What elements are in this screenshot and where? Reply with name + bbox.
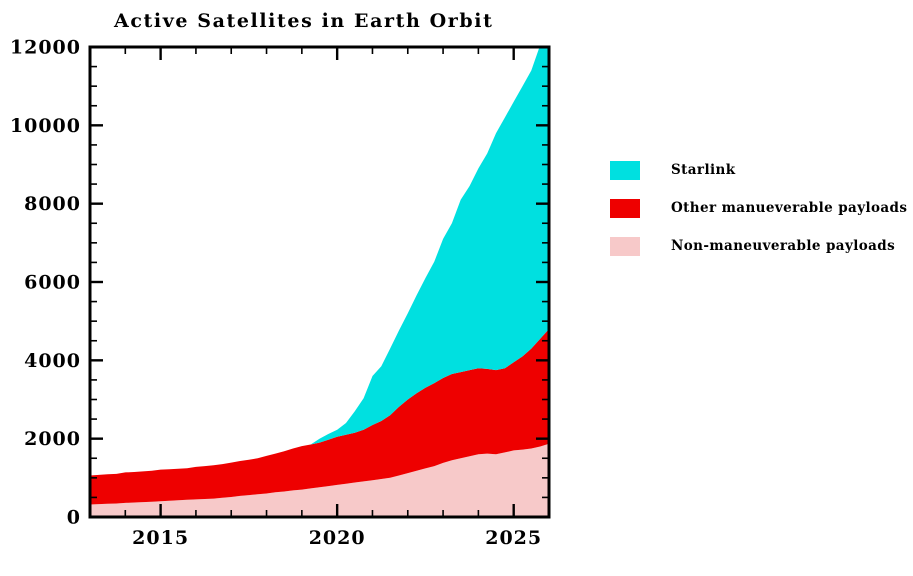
plot-frame: [88, 45, 551, 519]
stacked-areas: [90, 47, 549, 517]
area-non-maneuverable-payloads: [90, 443, 549, 517]
legend-item-non-maneuverable: Non-maneuverable payloads: [610, 227, 907, 265]
y-tick-label: 8000: [24, 193, 81, 215]
legend-item-other-maneuverable: Other manueverable payloads: [610, 189, 907, 227]
area-other-manueverable-payloads: [90, 329, 549, 505]
chart-title: Active Satellites in Earth Orbit: [114, 10, 494, 32]
legend-label-starlink: Starlink: [671, 162, 736, 178]
y-tick-label: 6000: [24, 272, 81, 294]
legend-item-starlink: Starlink: [610, 151, 907, 189]
y-tick-label: 4000: [24, 350, 81, 372]
area-starlink: [90, 47, 549, 476]
y-tick-label: 12000: [10, 37, 81, 59]
legend-swatch-non-maneuverable: [610, 236, 640, 256]
legend-swatch-other-maneuverable: [610, 198, 640, 218]
x-tick-label: 2015: [132, 527, 189, 549]
y-tick-label: 0: [67, 507, 81, 529]
legend-label-other-maneuverable: Other manueverable payloads: [671, 200, 908, 216]
legend-swatch-starlink: [610, 160, 640, 180]
axis-tick-labels: 0 2000 4000 6000 8000 10000 12000 2015 2020 2025: [10, 37, 542, 550]
x-tick-label: 2020: [309, 527, 366, 549]
x-tick-label: 2025: [485, 527, 542, 549]
y-tick-label: 10000: [10, 115, 81, 137]
legend-label-non-maneuverable: Non-maneuverable payloads: [671, 238, 896, 254]
legend: Starlink Other manueverable payloads Non…: [610, 151, 907, 265]
y-tick-label: 2000: [24, 428, 81, 450]
